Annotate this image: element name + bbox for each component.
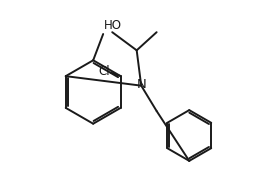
Text: HO: HO <box>104 19 122 32</box>
Text: N: N <box>137 78 147 91</box>
Text: Cl: Cl <box>98 65 110 78</box>
